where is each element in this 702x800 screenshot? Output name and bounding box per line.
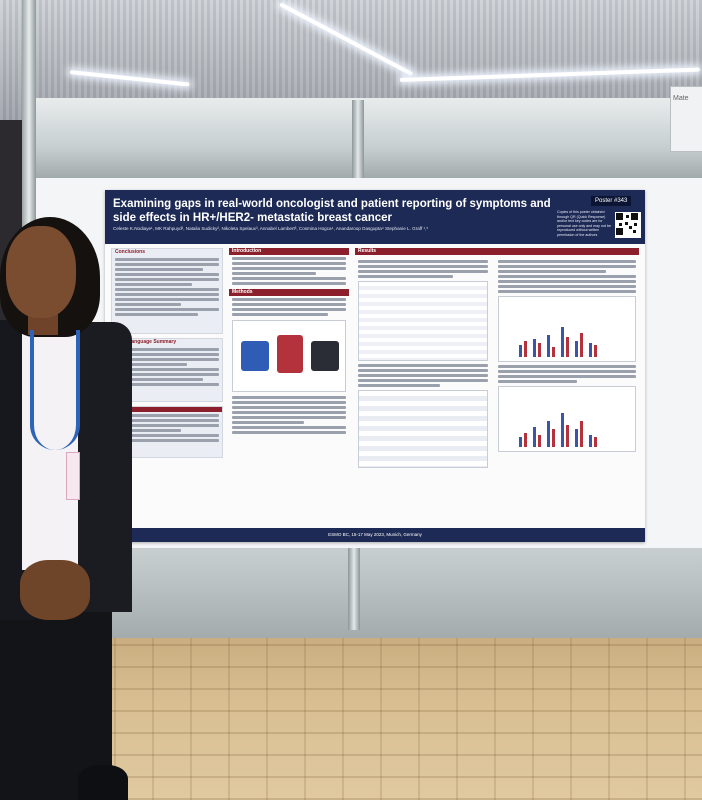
figure-node xyxy=(241,341,269,371)
results-left xyxy=(355,258,491,524)
qr-code-icon xyxy=(615,212,641,238)
lanyard xyxy=(30,330,80,450)
methods-heading: Methods xyxy=(229,289,349,296)
figure-node xyxy=(311,341,339,371)
research-poster: Examining gaps in real-world oncologist … xyxy=(105,190,645,542)
introduction-heading: Introduction xyxy=(229,248,349,255)
conclusions-panel: Conclusions xyxy=(111,248,223,334)
study-design-figure xyxy=(232,320,346,392)
poster-header: Examining gaps in real-world oncologist … xyxy=(105,190,645,244)
bar-chart-figure xyxy=(498,386,636,452)
bar-chart-figure xyxy=(498,296,636,362)
results-right xyxy=(495,258,639,524)
side-sign: Mate xyxy=(670,86,702,152)
poster-column-right: Results xyxy=(355,248,639,524)
poster-number: Poster #343 xyxy=(591,196,632,206)
conclusions-heading: Conclusions xyxy=(112,249,222,256)
name-badge xyxy=(66,452,80,500)
plain-language-heading: Plain Language Summary xyxy=(112,339,222,346)
board-frame-top xyxy=(30,98,702,182)
patient-characteristics-table xyxy=(358,281,488,361)
results-heading: Results xyxy=(355,248,639,255)
poster-title: Examining gaps in real-world oncologist … xyxy=(113,198,551,224)
poster-footer: ESMO BC, 15-17 May 2023, Munich, Germany xyxy=(105,528,645,542)
poster-column-middle: Introduction Methods xyxy=(229,248,349,524)
bag xyxy=(78,765,128,800)
frame-joint xyxy=(348,530,360,630)
figure-node xyxy=(277,335,303,373)
person-face xyxy=(6,226,76,318)
discordance-figure xyxy=(358,390,488,468)
references-bar xyxy=(112,407,222,412)
poster-authors: Celeste K.Nodiaye¹, MK Rahpuyd², Natalia… xyxy=(113,226,429,231)
qr-note: Copies of this poster obtained through Q… xyxy=(557,210,611,237)
frame-joint xyxy=(352,100,364,180)
person-hands xyxy=(20,560,90,620)
